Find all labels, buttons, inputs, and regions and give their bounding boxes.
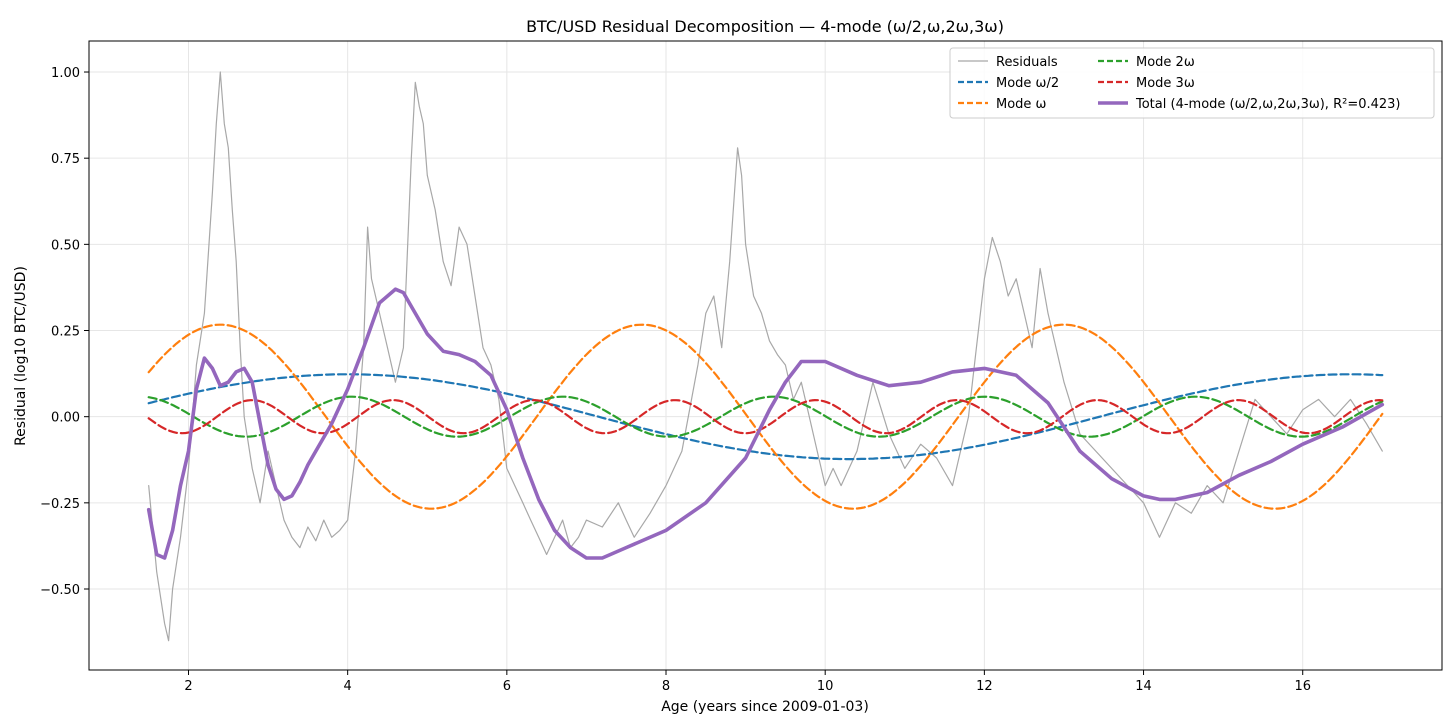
x-tick-label: 2 xyxy=(184,679,192,694)
legend-label-1: Mode ω/2 xyxy=(996,76,1059,91)
y-axis-label: Residual (log10 BTC/USD) xyxy=(13,266,29,446)
y-tick-label: −0.25 xyxy=(40,497,80,512)
series-line-3 xyxy=(147,395,1384,438)
plot-frame xyxy=(88,40,1443,671)
y-tick-label: 0.00 xyxy=(51,411,80,426)
y-tick-label: 0.75 xyxy=(51,152,80,167)
x-tick-label: 16 xyxy=(1294,679,1311,694)
legend-label-2: Mode ω xyxy=(996,97,1046,112)
legend-box xyxy=(949,47,1435,119)
x-tick-label: 6 xyxy=(503,679,511,694)
series-line-5 xyxy=(146,287,1385,560)
y-tick-label: 1.00 xyxy=(51,66,80,81)
chart-title: BTC/USD Residual Decomposition — 4-mode … xyxy=(526,17,1004,36)
legend-label-4: Mode 3ω xyxy=(1136,76,1195,91)
x-tick-label: 8 xyxy=(662,679,670,694)
series-line-4 xyxy=(147,399,1384,435)
y-tick-label: 0.50 xyxy=(51,238,80,253)
legend: Residuals Mode ω/2 Mode ω Mode 2ω Mode 3ω Tot… xyxy=(949,47,1435,119)
x-tick-label: 14 xyxy=(1135,679,1152,694)
x-tick-label: 12 xyxy=(976,679,993,694)
series-line-0 xyxy=(148,71,1383,642)
series-layer xyxy=(146,71,1385,642)
y-tick-label: 0.25 xyxy=(51,325,80,340)
y-tick-label: −0.50 xyxy=(40,583,80,598)
x-axis-label: Age (years since 2009-01-03) xyxy=(661,699,869,715)
axis-ticks: 2 4 6 8 10 12 14 16 −0.50 −0.25 0.00 0.25 0.50 0.75 1.… xyxy=(40,66,1311,694)
legend-label-5: Total (4-mode (ω/2,ω,2ω,3ω), R²=0.423) xyxy=(1135,97,1401,112)
legend-label-0: Residuals xyxy=(996,55,1058,70)
legend-label-3: Mode 2ω xyxy=(1136,55,1195,70)
series-line-2 xyxy=(147,323,1384,510)
x-tick-label: 10 xyxy=(817,679,834,694)
x-tick-label: 4 xyxy=(344,679,352,694)
